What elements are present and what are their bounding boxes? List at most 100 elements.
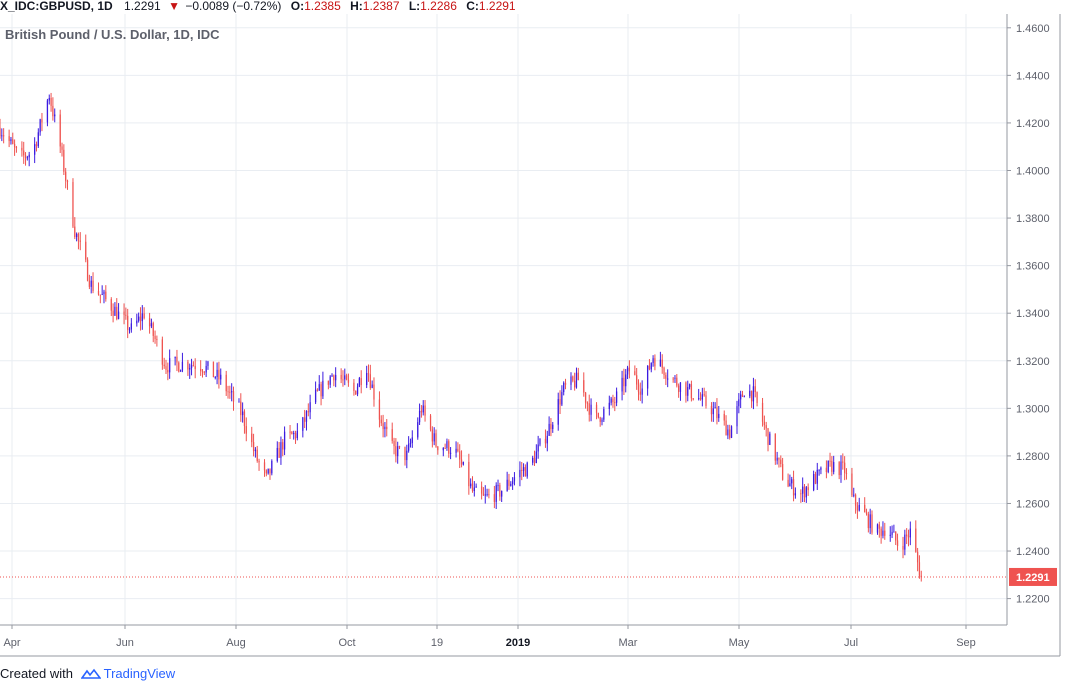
candle-body[interactable]: [52, 105, 54, 117]
candle[interactable]: [431, 426, 433, 448]
candle[interactable]: [92, 272, 94, 294]
candle[interactable]: [612, 394, 614, 408]
candle[interactable]: [39, 118, 41, 136]
candle[interactable]: [395, 438, 397, 463]
candle[interactable]: [433, 427, 435, 446]
candle[interactable]: [654, 354, 656, 371]
candle[interactable]: [141, 305, 143, 330]
candle[interactable]: [510, 481, 512, 487]
candle-body[interactable]: [12, 139, 14, 144]
candle[interactable]: [289, 424, 291, 439]
candle-body[interactable]: [187, 361, 189, 370]
candle[interactable]: [727, 424, 729, 440]
candle-body[interactable]: [418, 410, 421, 423]
candle-body[interactable]: [780, 459, 782, 464]
candle[interactable]: [353, 379, 355, 396]
candle-body[interactable]: [473, 487, 475, 491]
candle[interactable]: [508, 473, 510, 490]
candle-body[interactable]: [701, 394, 703, 400]
candle-body[interactable]: [192, 365, 195, 367]
candle-body[interactable]: [280, 442, 282, 458]
candle-body[interactable]: [725, 420, 727, 436]
candle[interactable]: [803, 484, 806, 503]
candle-body[interactable]: [8, 136, 10, 142]
candle[interactable]: [455, 441, 457, 458]
candle-body[interactable]: [382, 423, 384, 430]
candle[interactable]: [896, 533, 899, 551]
candle-body[interactable]: [331, 375, 333, 377]
candle[interactable]: [749, 384, 751, 399]
candle[interactable]: [625, 369, 627, 393]
candle[interactable]: [557, 392, 559, 431]
candle[interactable]: [831, 456, 833, 477]
candle-body[interactable]: [156, 338, 158, 340]
candle[interactable]: [842, 453, 844, 470]
candle-body[interactable]: [468, 461, 470, 487]
candle-body[interactable]: [803, 486, 806, 498]
candle[interactable]: [380, 415, 382, 427]
candle-body[interactable]: [880, 528, 882, 536]
candle[interactable]: [511, 477, 514, 490]
candle-body[interactable]: [342, 379, 344, 381]
candle[interactable]: [882, 521, 884, 539]
candle[interactable]: [470, 478, 472, 489]
candle-body[interactable]: [904, 534, 906, 550]
candle-body[interactable]: [150, 323, 153, 327]
candle[interactable]: [61, 142, 63, 157]
candle-body[interactable]: [749, 390, 751, 397]
candle[interactable]: [331, 373, 333, 377]
candle-body[interactable]: [373, 384, 375, 400]
candle[interactable]: [35, 141, 38, 152]
candle-body[interactable]: [778, 457, 780, 460]
candle-body[interactable]: [179, 370, 182, 372]
candle[interactable]: [468, 453, 470, 495]
candle-body[interactable]: [63, 149, 65, 172]
candle-body[interactable]: [358, 378, 361, 387]
candle[interactable]: [792, 470, 795, 502]
candle-body[interactable]: [827, 460, 829, 472]
candle[interactable]: [621, 370, 623, 401]
candle-body[interactable]: [727, 429, 729, 436]
candle-body[interactable]: [584, 392, 587, 403]
candle-body[interactable]: [114, 306, 116, 316]
candle-body[interactable]: [85, 241, 87, 260]
candle-body[interactable]: [431, 429, 433, 442]
candle-body[interactable]: [667, 378, 669, 380]
candle[interactable]: [329, 375, 331, 388]
candle-body[interactable]: [161, 339, 163, 365]
candle[interactable]: [420, 405, 423, 418]
candle-body[interactable]: [893, 531, 895, 533]
candle[interactable]: [672, 377, 674, 383]
candle[interactable]: [546, 430, 548, 452]
candle-body[interactable]: [654, 358, 656, 367]
candle-body[interactable]: [699, 398, 702, 400]
candle[interactable]: [522, 463, 525, 477]
candle[interactable]: [740, 390, 742, 409]
candles-layer[interactable]: [0, 92, 922, 582]
candle-body[interactable]: [829, 460, 831, 462]
candle[interactable]: [50, 92, 52, 112]
candle-body[interactable]: [789, 483, 791, 487]
candle-body[interactable]: [636, 375, 638, 385]
candle-body[interactable]: [420, 410, 423, 413]
candle[interactable]: [34, 137, 36, 164]
candle-body[interactable]: [867, 513, 869, 529]
candle-body[interactable]: [112, 310, 114, 316]
candle-body[interactable]: [774, 433, 776, 461]
candle-body[interactable]: [470, 483, 472, 487]
candle-body[interactable]: [639, 391, 641, 395]
candle-body[interactable]: [309, 402, 311, 413]
candle-body[interactable]: [488, 494, 490, 496]
candle-body[interactable]: [710, 405, 713, 415]
candle-body[interactable]: [858, 504, 860, 511]
candle-body[interactable]: [127, 315, 129, 330]
candle-body[interactable]: [282, 442, 284, 450]
candle[interactable]: [867, 511, 869, 533]
candle[interactable]: [583, 372, 585, 397]
candle[interactable]: [495, 482, 497, 509]
candle-body[interactable]: [522, 467, 525, 471]
candle-body[interactable]: [424, 405, 426, 416]
candle-body[interactable]: [238, 401, 240, 403]
candle[interactable]: [165, 359, 167, 375]
candle[interactable]: [705, 391, 707, 409]
